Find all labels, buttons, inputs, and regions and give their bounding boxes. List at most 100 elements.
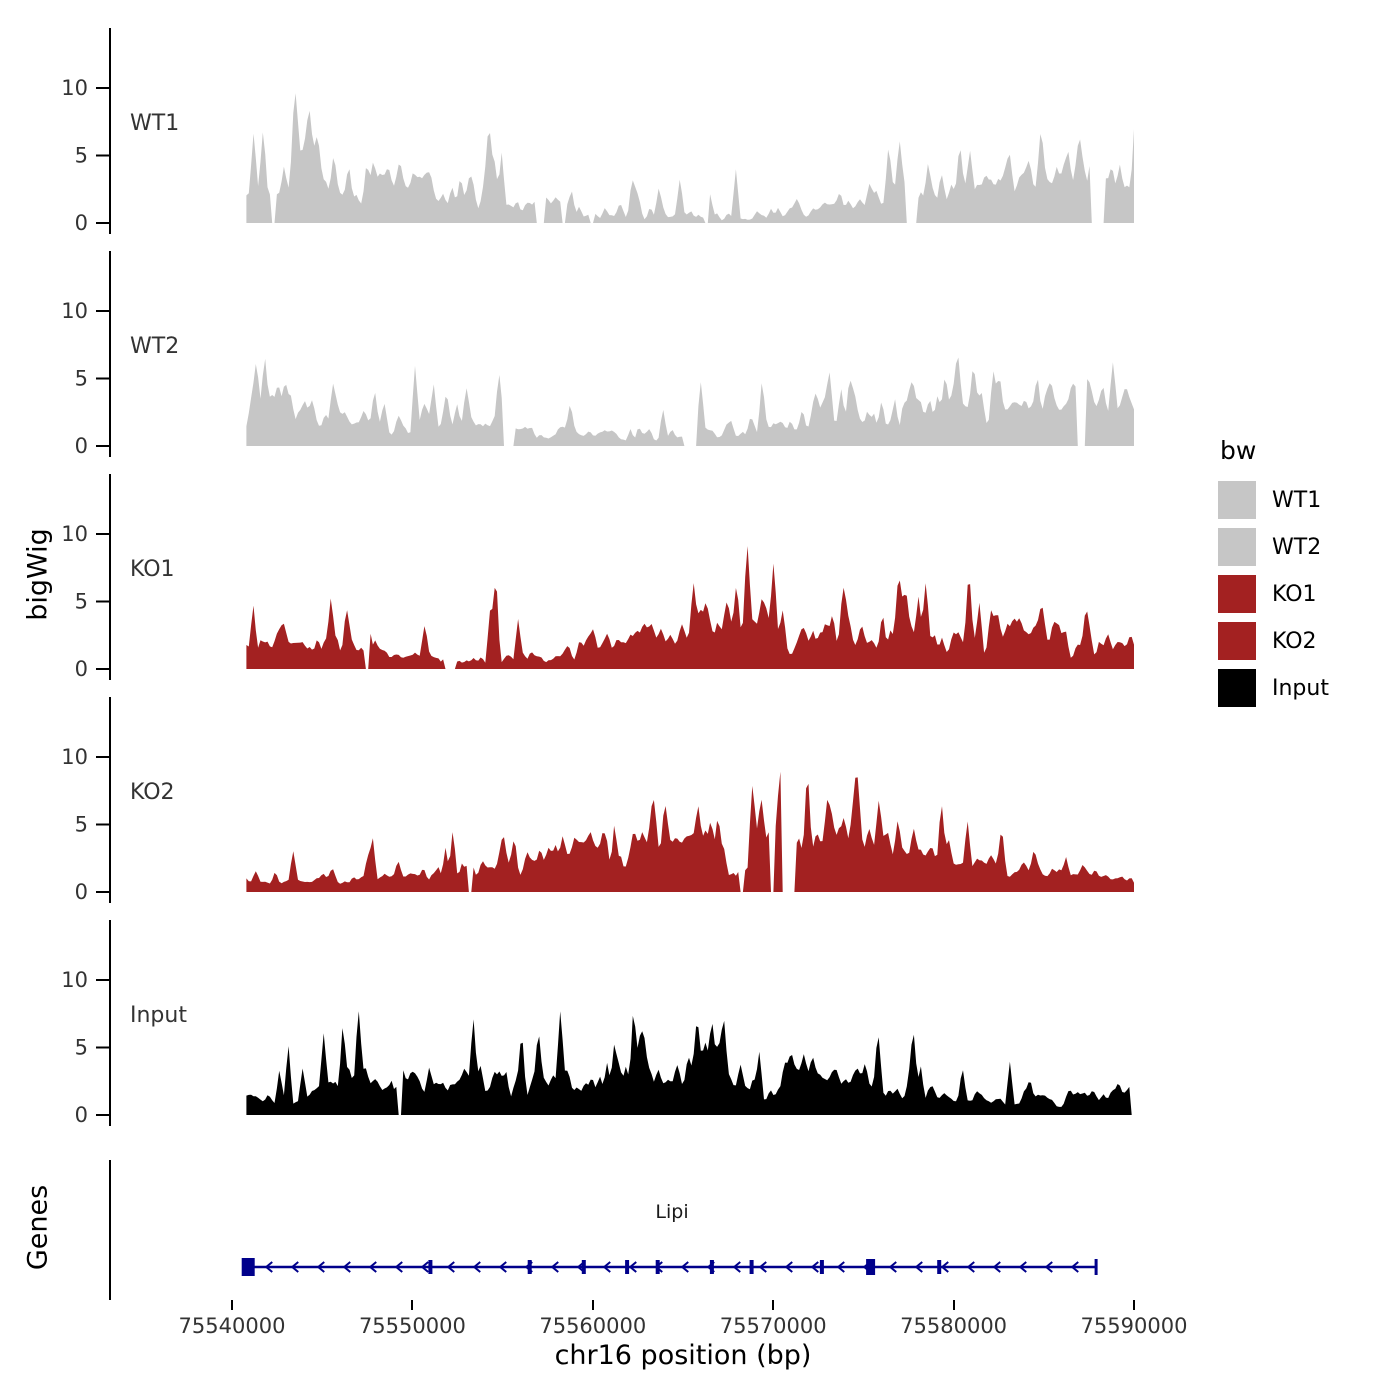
strand-arrow-icon	[810, 1261, 819, 1273]
coverage-area-wt1	[246, 93, 1134, 223]
x-tick-mark	[231, 1300, 233, 1310]
legend-label: KO1	[1272, 581, 1317, 607]
x-tick-label: 75560000	[539, 1314, 647, 1338]
coverage-area-wt2	[246, 357, 1134, 446]
x-tick-label: 75540000	[178, 1314, 286, 1338]
strand-arrow-icon	[966, 1261, 975, 1273]
gene-exon	[581, 1260, 586, 1274]
x-tick-label: 75590000	[1080, 1314, 1188, 1338]
gene-exon	[937, 1260, 942, 1274]
track-label-wt2: WT2	[130, 334, 179, 359]
x-tick-mark	[591, 1300, 594, 1310]
legend-label: WT1	[1272, 487, 1322, 513]
gene-exon	[749, 1260, 754, 1274]
strand-arrow-icon	[732, 1261, 741, 1273]
legend-label: KO2	[1272, 628, 1317, 654]
y-tick-label: 0	[75, 211, 88, 234]
strand-arrow-icon	[316, 1261, 325, 1273]
strand-arrow-icon	[342, 1261, 351, 1273]
strand-arrow-icon	[680, 1261, 689, 1273]
x-tick-mark	[772, 1300, 775, 1310]
y-tick-label: 10	[61, 76, 88, 100]
legend-item-ko2: KO2	[1218, 622, 1329, 660]
y-tick-label: 5	[75, 144, 88, 168]
gene-exon	[1094, 1259, 1098, 1275]
gene-exon	[428, 1260, 433, 1274]
genes-track-panel: Lipi	[109, 1160, 1098, 1300]
strand-arrow-icon	[628, 1261, 637, 1273]
x-tick-label: 75550000	[358, 1314, 466, 1338]
legend-item-wt2: WT2	[1218, 528, 1329, 566]
coverage-svg-wt2: 0 5 10 WT2	[61, 251, 1134, 457]
track-panel-ko1: 0 5 10 KO1	[0, 474, 1400, 680]
y-tick-label: 10	[61, 522, 88, 546]
track-panel-wt2: 0 5 10 WT2	[0, 251, 1400, 457]
y-tick-label: 0	[75, 434, 88, 457]
track-label-input: Input	[130, 1003, 187, 1028]
strand-arrow-icon	[290, 1261, 299, 1273]
coverage-svg-wt1: 0 5 10 WT1	[61, 28, 1134, 234]
strand-arrow-icon	[602, 1261, 611, 1273]
legend-items: WT1 WT2 KO1 KO2 Input	[1218, 481, 1329, 707]
strand-arrow-icon	[472, 1261, 481, 1273]
strand-arrow-icon	[1070, 1261, 1079, 1273]
track-label-ko2: KO2	[130, 780, 175, 805]
track-panel-wt1: 0 5 10 WT1	[0, 28, 1400, 234]
legend-swatch-wt2	[1218, 528, 1256, 566]
x-tick-mark	[1133, 1300, 1135, 1310]
x-tick-label: 75580000	[900, 1314, 1008, 1338]
strand-arrow-icon	[264, 1261, 273, 1273]
gene-exon	[866, 1259, 876, 1275]
y-tick-label: 0	[75, 1103, 88, 1126]
x-tick-mark	[952, 1300, 955, 1310]
strand-arrow-icon	[394, 1261, 403, 1273]
gene-exon	[655, 1260, 660, 1274]
x-tick-label: 75570000	[719, 1314, 827, 1338]
y-tick-label: 5	[75, 590, 88, 614]
legend-swatch-ko1	[1218, 575, 1256, 613]
gene-exon	[527, 1260, 532, 1274]
track-panel-ko2: 0 5 10 KO2	[0, 697, 1400, 903]
coverage-svg-ko2: 0 5 10 KO2	[61, 697, 1134, 903]
gene-exon	[625, 1260, 630, 1274]
gene-exon	[819, 1260, 824, 1274]
strand-arrow-icon	[758, 1261, 767, 1273]
y-tick-label: 10	[61, 968, 88, 992]
strand-arrow-icon	[446, 1261, 455, 1273]
legend-swatch-wt1	[1218, 481, 1256, 519]
y-tick-label: 0	[75, 657, 88, 680]
coverage-svg-ko1: 0 5 10 KO1	[61, 474, 1134, 680]
strand-arrow-icon	[992, 1261, 1001, 1273]
gene-exon	[241, 1258, 255, 1276]
strand-arrow-icon	[1044, 1261, 1053, 1273]
coverage-area-input	[246, 1011, 1134, 1115]
strand-arrow-icon	[940, 1261, 949, 1273]
track-panel-input: 0 5 10 Input	[0, 920, 1400, 1126]
coverage-svg-input: 0 5 10 Input	[61, 920, 1134, 1126]
gene-name-label: Lipi	[655, 1201, 688, 1223]
strand-arrow-icon	[888, 1261, 897, 1273]
legend-item-ko1: KO1	[1218, 575, 1329, 613]
legend-item-input: Input	[1218, 669, 1329, 707]
legend-title: bw	[1220, 436, 1257, 465]
y-tick-label: 10	[61, 299, 88, 323]
strand-arrow-icon	[914, 1261, 923, 1273]
y-tick-label: 10	[61, 745, 88, 769]
strand-arrow-icon	[550, 1261, 559, 1273]
gene-exon	[709, 1260, 714, 1274]
x-axis-title: chr16 position (bp)	[554, 1340, 812, 1371]
strand-arrow-icon	[498, 1261, 507, 1273]
y-tick-label: 0	[75, 880, 88, 903]
y-tick-label: 5	[75, 813, 88, 837]
strand-arrow-icon	[1018, 1261, 1027, 1273]
strand-arrow-icon	[784, 1261, 793, 1273]
legend: bw WT1 WT2 KO1 KO2 Input	[1218, 436, 1329, 716]
legend-swatch-input	[1218, 669, 1256, 707]
x-tick-mark	[411, 1300, 414, 1310]
coverage-area-ko2	[246, 771, 1134, 892]
track-label-ko1: KO1	[130, 557, 175, 582]
legend-label: WT2	[1272, 534, 1322, 560]
legend-label: Input	[1272, 675, 1329, 701]
legend-swatch-ko2	[1218, 622, 1256, 660]
